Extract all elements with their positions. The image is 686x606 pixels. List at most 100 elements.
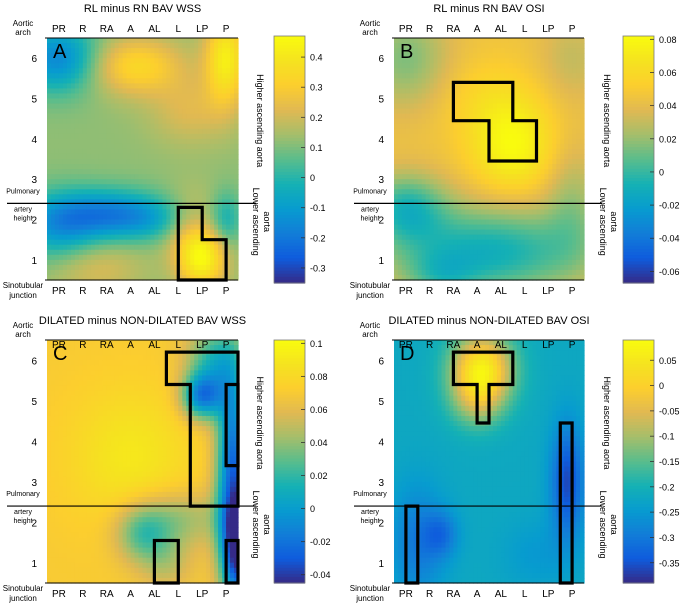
label-higher-ascending-aorta: Higher ascending aorta	[602, 376, 612, 469]
label-aortic-arch: arch	[15, 28, 31, 37]
label-lower-ascending-aorta: Lower ascending	[251, 188, 261, 256]
y-tick-label: 2	[31, 216, 37, 227]
colorbar-tick-label: -0.02	[310, 537, 331, 547]
x-tick-label-bottom: L	[522, 286, 528, 297]
x-tick-label-bottom: AL	[495, 286, 508, 297]
colorbar-tick-label: 0.08	[659, 35, 677, 45]
y-tick-label: 5	[378, 95, 384, 106]
label-pulmonary-artery-height: artery	[361, 509, 379, 516]
x-tick-label-top: PR	[399, 24, 413, 35]
significance-outline-2	[558, 421, 574, 585]
panel-letter: A	[53, 41, 67, 63]
significance-outline-4	[224, 538, 240, 585]
x-tick-label-top: R	[79, 340, 86, 351]
x-tick-label-bottom: AL	[148, 589, 161, 600]
x-tick-label-bottom: LP	[542, 589, 555, 600]
x-tick-label-bottom: P	[569, 286, 576, 297]
x-tick-label-bottom: PR	[52, 286, 66, 297]
label-pulmonary-artery-height: height	[13, 215, 32, 222]
x-tick-label-top: AL	[495, 24, 508, 35]
colorbar-tick-label: 0.02	[659, 134, 677, 144]
x-tick-label-top: RA	[100, 340, 114, 351]
label-lower-ascending-aorta: aorta	[262, 514, 272, 535]
x-tick-label-top: R	[426, 24, 433, 35]
x-tick-label-top: A	[127, 340, 134, 351]
colorbar-tick-label: 0.1	[310, 339, 323, 349]
colorbar-tick-label: -0.2	[310, 233, 326, 243]
y-tick-label: 3	[31, 175, 37, 186]
label-sinotubular-junction: junction	[355, 594, 384, 603]
x-tick-label-top: L	[176, 24, 182, 35]
x-tick-label-bottom: RA	[100, 286, 114, 297]
colorbar-tick-label: -0.1	[659, 432, 675, 442]
significance-outline-1	[164, 350, 240, 508]
colorbar-tick-label: 0	[310, 173, 315, 183]
x-tick-label-bottom: RA	[100, 589, 114, 600]
colorbar-tick-label: -0.05	[659, 406, 680, 416]
y-tick-label: 2	[378, 216, 384, 227]
x-tick-label-bottom: A	[127, 286, 134, 297]
label-pulmonary-artery-height: artery	[361, 206, 379, 213]
colorbar-tick-label: 0.04	[659, 101, 677, 111]
colorbar-tick-label: -0.3	[310, 263, 326, 273]
y-tick-label: 6	[31, 356, 37, 367]
label-aortic-arch: Aortic	[13, 321, 33, 330]
x-tick-label-bottom: R	[79, 589, 86, 600]
y-tick-label: 6	[378, 356, 384, 367]
y-tick-label: 5	[31, 95, 37, 106]
label-sinotubular-junction: Sinotubular	[3, 584, 44, 593]
colorbar-tick-label: -0.2	[659, 482, 675, 492]
significance-outline-2	[224, 382, 240, 468]
label-aortic-arch: Aortic	[360, 321, 380, 330]
x-tick-label-bottom: PR	[399, 589, 413, 600]
x-tick-label-bottom: A	[474, 286, 481, 297]
x-tick-label-top: RA	[446, 24, 460, 35]
x-tick-label-top: P	[223, 24, 230, 35]
x-tick-label-bottom: R	[426, 286, 433, 297]
panel-title: RL minus RN BAV WSS	[84, 3, 201, 15]
colorbar-tick-label: -0.1	[310, 203, 326, 213]
x-tick-label-bottom: A	[474, 589, 481, 600]
x-tick-label-top: A	[474, 340, 481, 351]
x-tick-label-top: P	[569, 340, 576, 351]
label-aortic-arch: arch	[362, 330, 378, 339]
x-tick-label-bottom: R	[426, 589, 433, 600]
y-tick-label: 1	[31, 256, 37, 267]
colorbar-tick-label: -0.25	[659, 508, 680, 518]
colorbar-tick-label: 0	[659, 167, 664, 177]
x-tick-label-top: PR	[399, 340, 413, 351]
x-tick-label-bottom: RA	[446, 286, 460, 297]
x-tick-label-top: RA	[446, 340, 460, 351]
heatmap-surface	[47, 340, 239, 584]
label-pulmonary-artery-height: Pulmonary	[6, 188, 40, 195]
x-tick-label-top: PR	[52, 340, 66, 351]
label-aortic-arch: arch	[15, 330, 31, 339]
y-tick-label: 3	[378, 478, 384, 489]
y-tick-label: 1	[378, 256, 384, 267]
panel-c: DILATED minus NON-DILATED BAV WSSCPRPRRR…	[3, 315, 331, 603]
panel-title: DILATED minus NON-DILATED BAV OSI	[388, 315, 589, 327]
significance-outline-1	[451, 80, 539, 163]
x-tick-label-top: LP	[542, 24, 555, 35]
colorbar-tick-label: 0	[659, 381, 664, 391]
x-tick-label-bottom: L	[522, 589, 528, 600]
colorbar-tick-label: 0.04	[310, 438, 328, 448]
panel-d: DILATED minus NON-DILATED BAV OSIDPRPRRR…	[350, 315, 680, 603]
label-higher-ascending-aorta: Higher ascending aorta	[255, 74, 265, 167]
significance-outline-3	[404, 504, 420, 585]
y-tick-label: 2	[378, 518, 384, 529]
label-sinotubular-junction: Sinotubular	[3, 281, 44, 290]
label-pulmonary-artery-height: artery	[14, 206, 32, 213]
label-lower-ascending-aorta: aorta	[262, 211, 272, 232]
colorbar-tick-label: 0	[310, 504, 315, 514]
y-tick-label: 2	[31, 518, 37, 529]
label-higher-ascending-aorta: Higher ascending aorta	[255, 376, 265, 469]
y-tick-label: 6	[31, 54, 37, 65]
x-tick-label-bottom: PR	[399, 286, 413, 297]
label-sinotubular-junction: Sinotubular	[350, 281, 391, 290]
heatmap-surface	[394, 340, 585, 584]
x-tick-label-bottom: RA	[446, 589, 460, 600]
x-tick-label-bottom: P	[569, 589, 576, 600]
label-lower-ascending-aorta: Lower ascending	[251, 491, 261, 559]
